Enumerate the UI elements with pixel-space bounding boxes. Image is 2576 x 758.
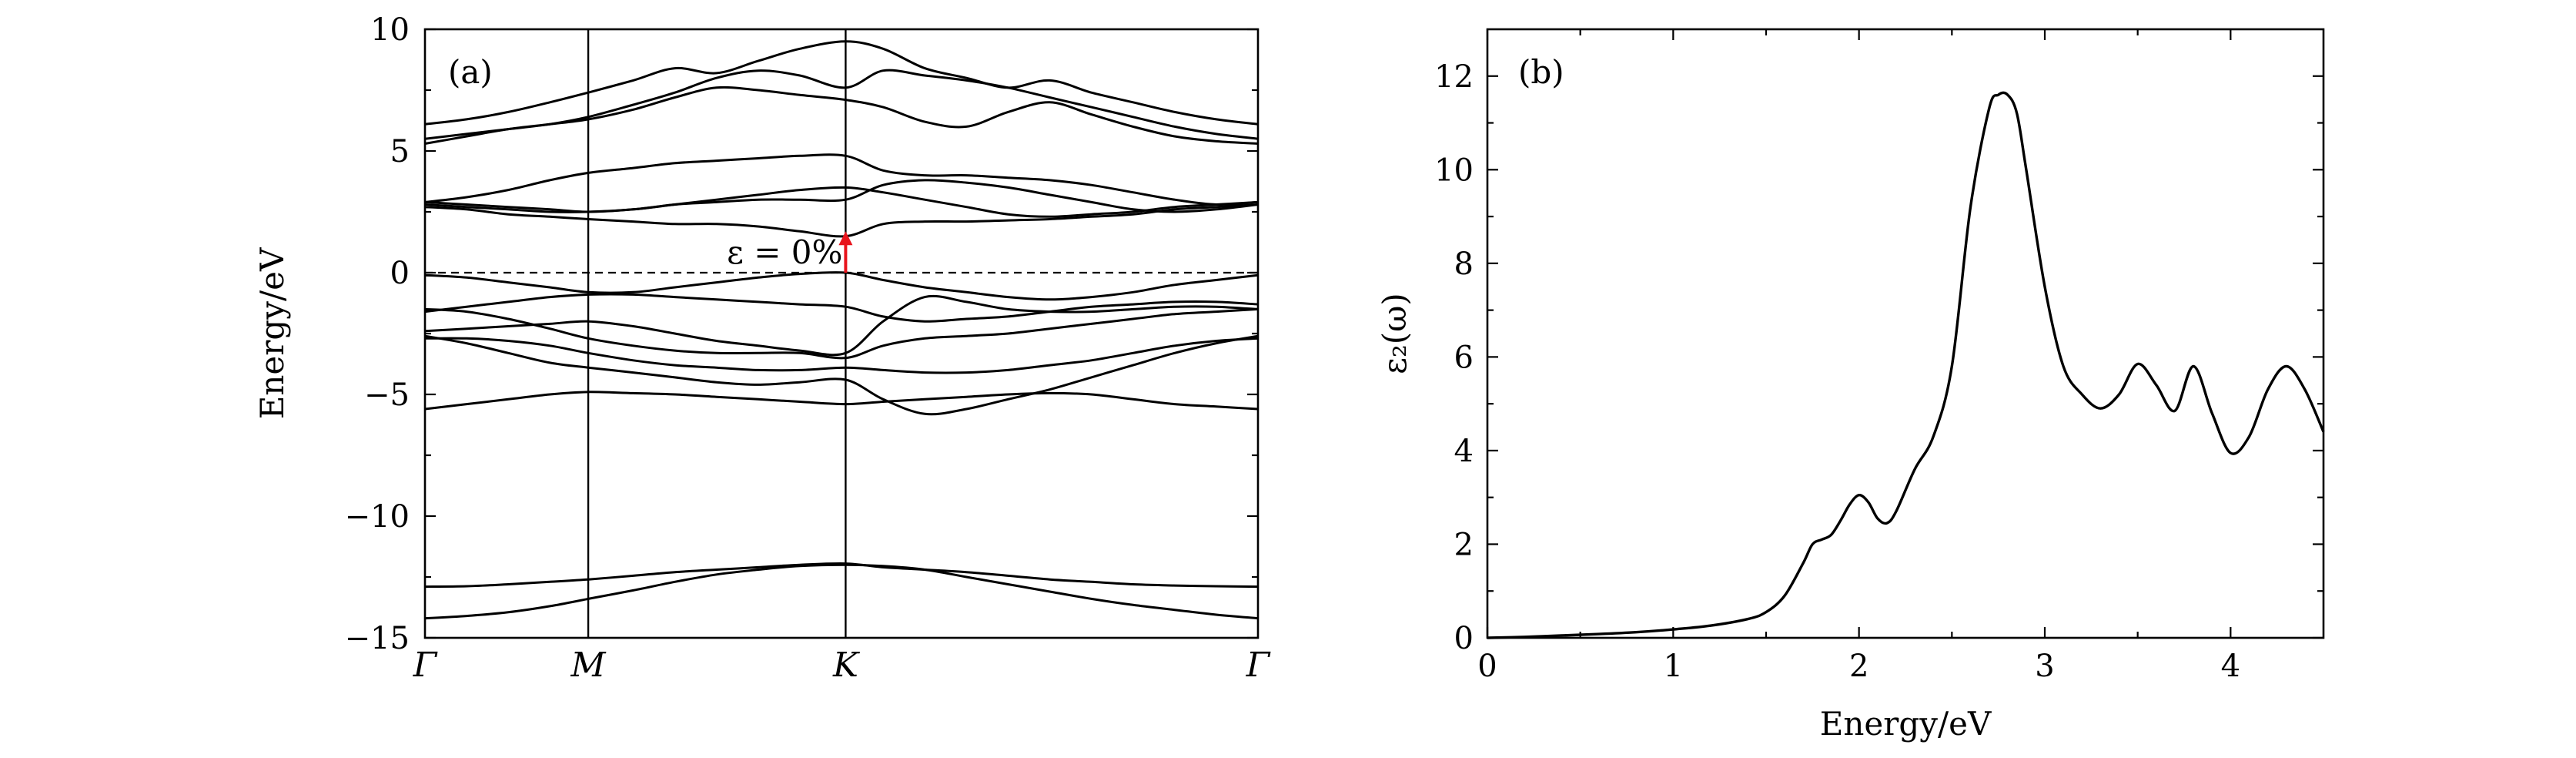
band-3 <box>424 391 1259 411</box>
panel-b-x-ticks: 0 1 2 3 4 <box>1477 29 2240 684</box>
band-4 <box>424 334 1259 416</box>
b-ytick-label-5: 10 <box>1434 153 1474 188</box>
b-ytick-label-4: 8 <box>1454 247 1474 282</box>
b-xtick-label-0: 0 <box>1477 649 1497 684</box>
a-ytick-label-0: 10 <box>370 12 410 48</box>
band-2 <box>424 562 1259 589</box>
k-label-2: K <box>832 646 860 685</box>
high-symmetry-lines <box>587 29 847 638</box>
a-ytick-label-2: 0 <box>390 256 410 291</box>
a-ytick-label-5: −15 <box>345 621 410 656</box>
panel-b-y-ticks: 0 2 4 6 8 10 12 <box>1434 59 2323 656</box>
b-ytick-label-2: 4 <box>1454 434 1474 469</box>
epsilon2-curve <box>1487 91 2325 639</box>
band-14 <box>424 86 1259 145</box>
b-xtick-label-1: 1 <box>1664 649 1683 684</box>
strain-annotation: ε = 0% <box>727 233 842 271</box>
panel-a-frame <box>423 28 1260 639</box>
band-15 <box>424 69 1259 140</box>
k-label-0: Γ <box>413 646 438 685</box>
panel-b-x-axis-label: Energy/eV <box>1820 705 1992 743</box>
band-7 <box>424 307 1259 360</box>
b-ytick-label-0: 0 <box>1454 621 1474 656</box>
band-1 <box>424 563 1259 620</box>
a-ytick-label-1: 5 <box>390 134 410 169</box>
b-xtick-label-2: 2 <box>1849 649 1868 684</box>
band-9 <box>424 271 1259 301</box>
panel-b-y-axis-label: ε₂(ω) <box>1376 293 1413 374</box>
b-ytick-label-3: 6 <box>1454 340 1474 375</box>
k-label-1: M <box>570 646 607 685</box>
b-xtick-label-3: 3 <box>2035 649 2054 684</box>
band-structure-panel: 10 5 0 −5 −10 −15 Γ M K Γ ε = 0% (a) Energy/eV <box>253 12 1271 685</box>
b-xtick-label-4: 4 <box>2221 649 2240 684</box>
k-label-3: Γ <box>1246 646 1271 685</box>
band-13 <box>424 153 1259 206</box>
b-ytick-label-1: 2 <box>1454 527 1474 562</box>
panel-b-frame <box>1486 28 2325 639</box>
b-ytick-label-6: 12 <box>1434 59 1474 95</box>
band-lines <box>424 40 1259 620</box>
gap-arrowhead <box>838 231 853 246</box>
panel-a-y-ticks: 10 5 0 −5 −10 −15 <box>345 12 1258 656</box>
a-ytick-label-4: −10 <box>345 499 410 535</box>
panel-a-label: (a) <box>448 53 493 91</box>
band-16 <box>424 40 1259 126</box>
band-11 <box>424 179 1259 213</box>
a-ytick-label-3: −5 <box>364 377 410 413</box>
panel-a-y-axis-label: Energy/eV <box>253 247 291 419</box>
band-5 <box>424 337 1259 374</box>
panel-b-label: (b) <box>1518 53 1564 91</box>
band-8 <box>424 293 1259 323</box>
